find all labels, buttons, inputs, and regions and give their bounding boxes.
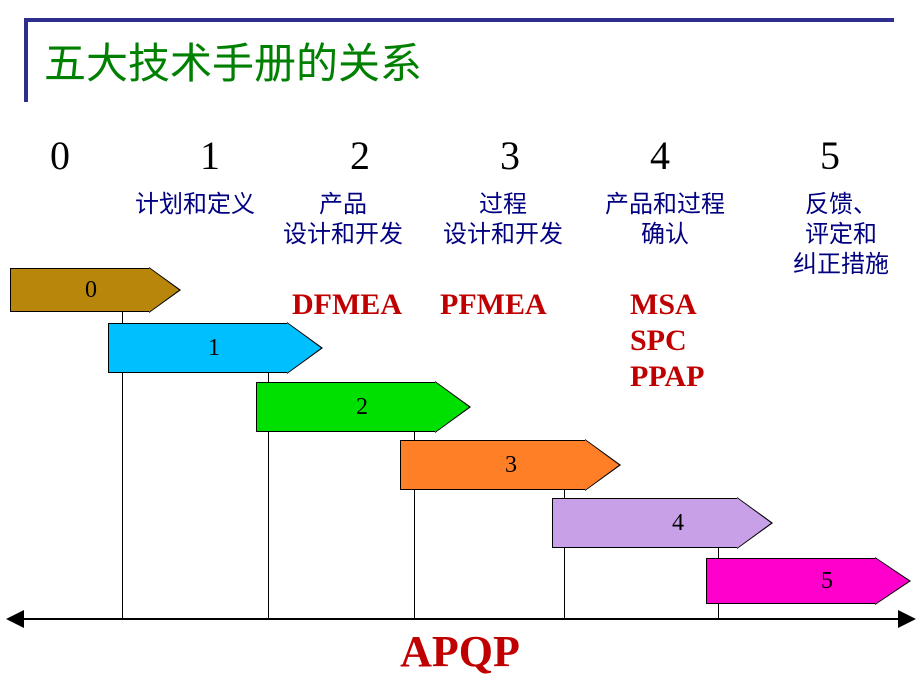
tool-label-dfmea: DFMEA xyxy=(292,288,402,322)
apqp-label: APQP xyxy=(0,626,920,677)
top-rule xyxy=(24,18,894,22)
phase-label-2: 过程设计和开发 xyxy=(418,190,588,250)
phase-arrow-4: 4 xyxy=(552,498,772,548)
phase-label-1: 产品设计和开发 xyxy=(258,190,428,250)
phase-arrow-2: 2 xyxy=(256,382,470,432)
phase-arrow-5: 5 xyxy=(706,558,910,604)
phase-label-0: 计划和定义 xyxy=(115,190,275,220)
phase-number-3: 3 xyxy=(500,132,520,179)
phase-arrow-label-5: 5 xyxy=(821,568,833,595)
tool-label-msa: MSA xyxy=(630,288,697,322)
phase-number-5: 5 xyxy=(820,132,840,179)
phase-arrow-label-4: 4 xyxy=(672,510,684,537)
phase-arrow-label-0: 0 xyxy=(85,277,97,304)
tool-label-spc: SPC xyxy=(630,324,687,358)
tool-label-pfmea: PFMEA xyxy=(440,288,547,322)
phase-number-0: 0 xyxy=(50,132,70,179)
phase-arrow-label-1: 1 xyxy=(208,335,220,362)
phase-arrow-label-2: 2 xyxy=(356,394,368,421)
phase-arrow-0: 0 xyxy=(10,268,180,312)
timeline-axis xyxy=(18,618,904,620)
phase-number-2: 2 xyxy=(350,132,370,179)
phase-arrow-label-3: 3 xyxy=(505,452,517,479)
phase-number-1: 1 xyxy=(200,132,220,179)
left-rule xyxy=(24,22,28,102)
phase-number-4: 4 xyxy=(650,132,670,179)
phase-label-3: 产品和过程确认 xyxy=(575,190,755,250)
phase-arrow-3: 3 xyxy=(400,440,620,490)
page-title: 五大技术手册的关系 xyxy=(44,30,422,91)
phase-label-4: 反馈、评定和纠正措施 xyxy=(766,190,916,280)
tool-label-ppap: PPAP xyxy=(630,360,704,394)
phase-arrow-1: 1 xyxy=(108,323,322,373)
